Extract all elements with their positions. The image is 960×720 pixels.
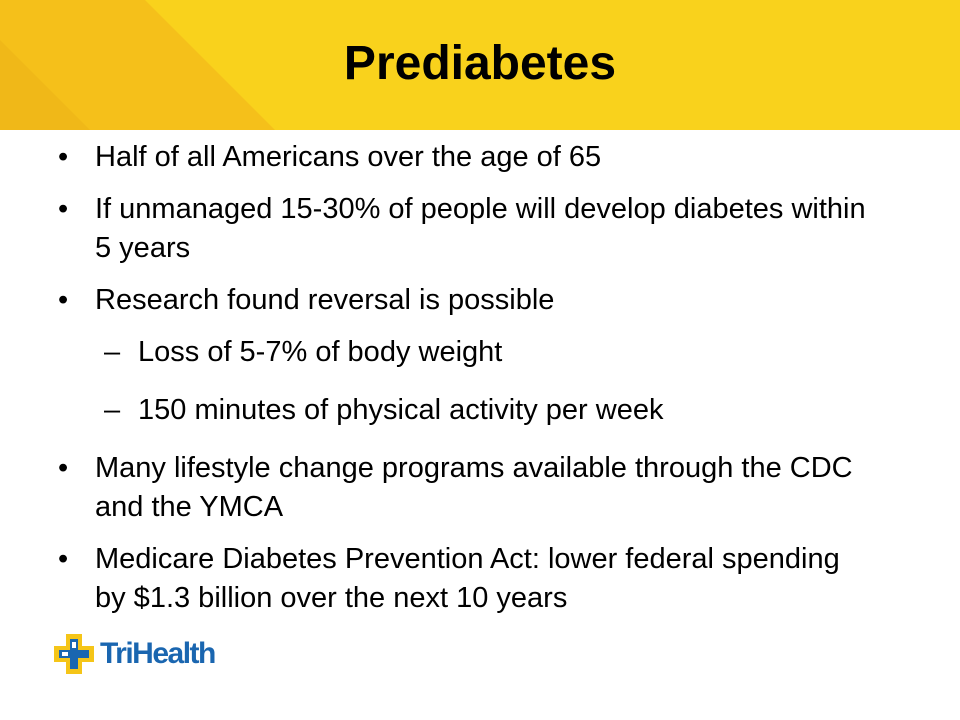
sub-bullet-marker: – xyxy=(104,394,121,426)
bullet-item: • Many lifestyle change programs availab… xyxy=(0,449,875,527)
logo-wordmark: TriHealth xyxy=(100,637,216,670)
bullet-marker: • xyxy=(58,193,69,225)
trihealth-logo: TriHealth xyxy=(52,632,242,676)
sub-bullet-text: 150 minutes of physical activity per wee… xyxy=(138,394,664,426)
bullet-marker: • xyxy=(58,284,69,316)
sub-bullet-item: – Loss of 5-7% of body weight xyxy=(0,333,918,372)
bullet-item: • If unmanaged 15-30% of people will dev… xyxy=(0,190,875,268)
bullet-item: • Medicare Diabetes Prevention Act: lowe… xyxy=(0,540,875,618)
bullet-text: Many lifestyle change programs available… xyxy=(95,452,853,523)
bullet-marker: • xyxy=(58,141,69,173)
bullet-marker: • xyxy=(58,452,69,484)
slide-title: Prediabetes xyxy=(343,37,617,90)
bullet-text: Half of all Americans over the age of 65 xyxy=(95,141,602,173)
sub-bullet-marker: – xyxy=(104,336,121,368)
bullet-text: Medicare Diabetes Prevention Act: lower … xyxy=(95,543,840,614)
sub-bullet-item: – 150 minutes of physical activity per w… xyxy=(0,391,918,430)
bullet-text: If unmanaged 15-30% of people will devel… xyxy=(95,193,866,264)
trihealth-cross-icon xyxy=(54,634,94,674)
bullet-text: Research found reversal is possible xyxy=(95,284,555,316)
bullet-item: • Half of all Americans over the age of … xyxy=(0,138,875,177)
bullet-item: • Research found reversal is possible xyxy=(0,281,875,320)
bullet-marker: • xyxy=(58,543,69,575)
bullet-list: • Half of all Americans over the age of … xyxy=(0,138,960,631)
header-decoration xyxy=(0,0,275,130)
sub-bullet-text: Loss of 5-7% of body weight xyxy=(138,336,503,368)
